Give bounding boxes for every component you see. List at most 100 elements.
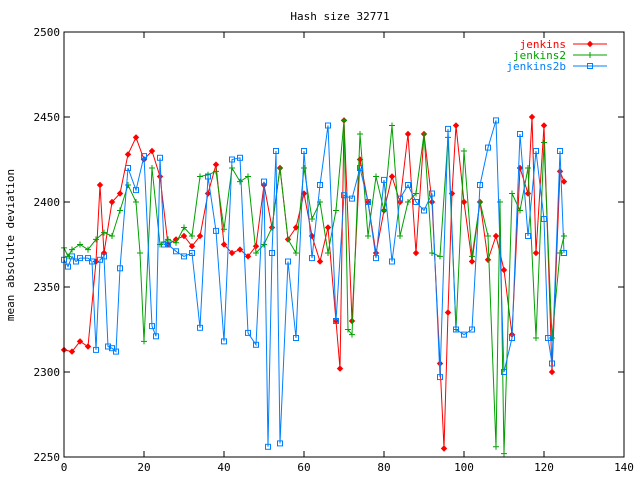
data-point-jenkins2b xyxy=(309,255,315,262)
data-point-jenkins2b xyxy=(153,333,159,340)
data-point-jenkins2b xyxy=(301,148,307,154)
data-point-jenkins2 xyxy=(509,190,515,197)
data-point-jenkins2 xyxy=(181,224,187,231)
data-point-jenkins xyxy=(336,365,344,372)
data-point-jenkins2 xyxy=(165,236,171,243)
data-point-jenkins2 xyxy=(149,165,155,171)
data-point-jenkins2 xyxy=(561,233,567,239)
data-point-jenkins2 xyxy=(333,207,339,214)
data-point-jenkins2b xyxy=(333,318,339,324)
data-point-jenkins2b xyxy=(237,154,243,161)
data-point-jenkins2 xyxy=(325,250,331,256)
data-point-jenkins2 xyxy=(541,139,547,146)
axis-ticks: 0 20 40 60 80 100 120 140 2250 2300 2350 2400 2450 25… xyxy=(34,26,634,474)
y-tick-label: 2500 xyxy=(34,26,61,39)
data-point-jenkins2b xyxy=(273,148,279,154)
data-point-jenkins2b xyxy=(541,216,547,222)
data-point-jenkins xyxy=(76,338,84,345)
data-point-jenkins xyxy=(548,368,556,376)
data-point-jenkins2b xyxy=(509,335,515,341)
data-point-jenkins xyxy=(116,190,124,197)
data-point-jenkins xyxy=(188,242,196,250)
data-point-jenkins xyxy=(540,122,548,129)
data-point-jenkins xyxy=(100,249,108,257)
data-point-jenkins2 xyxy=(533,335,539,341)
data-point-jenkins2 xyxy=(357,131,363,137)
data-point-jenkins2b xyxy=(317,182,323,188)
data-point-jenkins2b xyxy=(133,187,139,194)
plot-area xyxy=(60,113,568,457)
series-line-jenkins2 xyxy=(63,120,565,454)
data-point-jenkins2 xyxy=(341,117,347,124)
data-point-jenkins2b xyxy=(117,265,123,272)
data-point-jenkins2b xyxy=(413,199,419,205)
data-point-jenkins xyxy=(560,178,568,185)
series-jenkins2b xyxy=(61,117,567,450)
data-point-jenkins2b xyxy=(113,348,119,355)
data-point-jenkins2 xyxy=(373,173,379,180)
data-point-jenkins2 xyxy=(69,246,75,253)
data-point-jenkins2b xyxy=(197,324,203,331)
data-point-jenkins2 xyxy=(269,224,275,231)
data-point-jenkins2 xyxy=(413,190,419,197)
data-point-jenkins xyxy=(244,253,252,260)
x-tick-label: 120 xyxy=(534,461,554,474)
data-point-jenkins2b xyxy=(381,176,387,183)
data-point-jenkins2 xyxy=(301,165,307,171)
data-point-jenkins2b xyxy=(533,148,539,154)
data-point-jenkins xyxy=(404,130,412,138)
data-point-jenkins xyxy=(444,309,452,316)
data-point-jenkins2b xyxy=(461,331,467,338)
data-point-jenkins2b xyxy=(205,173,211,180)
data-point-jenkins2 xyxy=(485,233,491,239)
data-point-jenkins2 xyxy=(197,173,203,180)
legend-entry-jenkins2: jenkins2 xyxy=(513,49,607,62)
data-point-jenkins2b xyxy=(365,199,371,205)
data-point-jenkins2b xyxy=(77,255,83,262)
x-tick-label: 80 xyxy=(377,461,390,474)
data-point-jenkins xyxy=(96,181,104,189)
data-point-jenkins2b xyxy=(109,345,115,352)
data-point-jenkins2 xyxy=(405,199,411,205)
data-point-jenkins2 xyxy=(137,250,143,256)
data-point-jenkins2b xyxy=(389,258,395,265)
data-point-jenkins2b xyxy=(549,360,555,367)
legend-swatch-marker xyxy=(587,52,593,58)
data-point-jenkins xyxy=(452,122,460,129)
data-point-jenkins2b xyxy=(341,192,347,199)
x-tick-label: 0 xyxy=(61,461,68,474)
data-point-jenkins2 xyxy=(349,331,355,338)
data-point-jenkins2b xyxy=(445,125,451,132)
plot-frame xyxy=(63,31,625,458)
data-point-jenkins2b xyxy=(429,190,435,197)
data-point-jenkins2 xyxy=(101,229,107,236)
data-point-jenkins2b xyxy=(545,335,551,341)
data-point-jenkins2b xyxy=(493,117,499,124)
data-point-jenkins xyxy=(212,161,220,168)
data-point-jenkins2b xyxy=(525,233,531,239)
data-point-jenkins xyxy=(124,151,132,158)
data-point-jenkins2 xyxy=(389,122,395,129)
data-point-jenkins2b xyxy=(325,122,331,129)
y-tick-label: 2400 xyxy=(34,196,61,209)
data-point-jenkins2b xyxy=(165,241,171,248)
data-point-jenkins2 xyxy=(125,182,131,188)
data-point-jenkins2 xyxy=(397,233,403,239)
data-point-jenkins2 xyxy=(285,236,291,243)
data-point-jenkins2 xyxy=(277,165,283,171)
y-tick-label: 2300 xyxy=(34,366,61,379)
data-point-jenkins2 xyxy=(261,241,267,248)
data-point-jenkins2 xyxy=(525,165,531,171)
data-point-jenkins2b xyxy=(253,341,259,348)
legend-swatch-marker xyxy=(587,63,593,69)
series-line-jenkins2b xyxy=(63,120,565,447)
data-point-jenkins2b xyxy=(65,263,71,270)
y-tick-label: 2450 xyxy=(34,111,61,124)
data-point-jenkins2b xyxy=(161,241,167,248)
data-point-jenkins2b xyxy=(229,156,235,163)
x-tick-label: 40 xyxy=(217,461,230,474)
data-point-jenkins2b xyxy=(349,195,355,202)
data-point-jenkins2b xyxy=(293,335,299,341)
data-point-jenkins2 xyxy=(77,241,83,248)
